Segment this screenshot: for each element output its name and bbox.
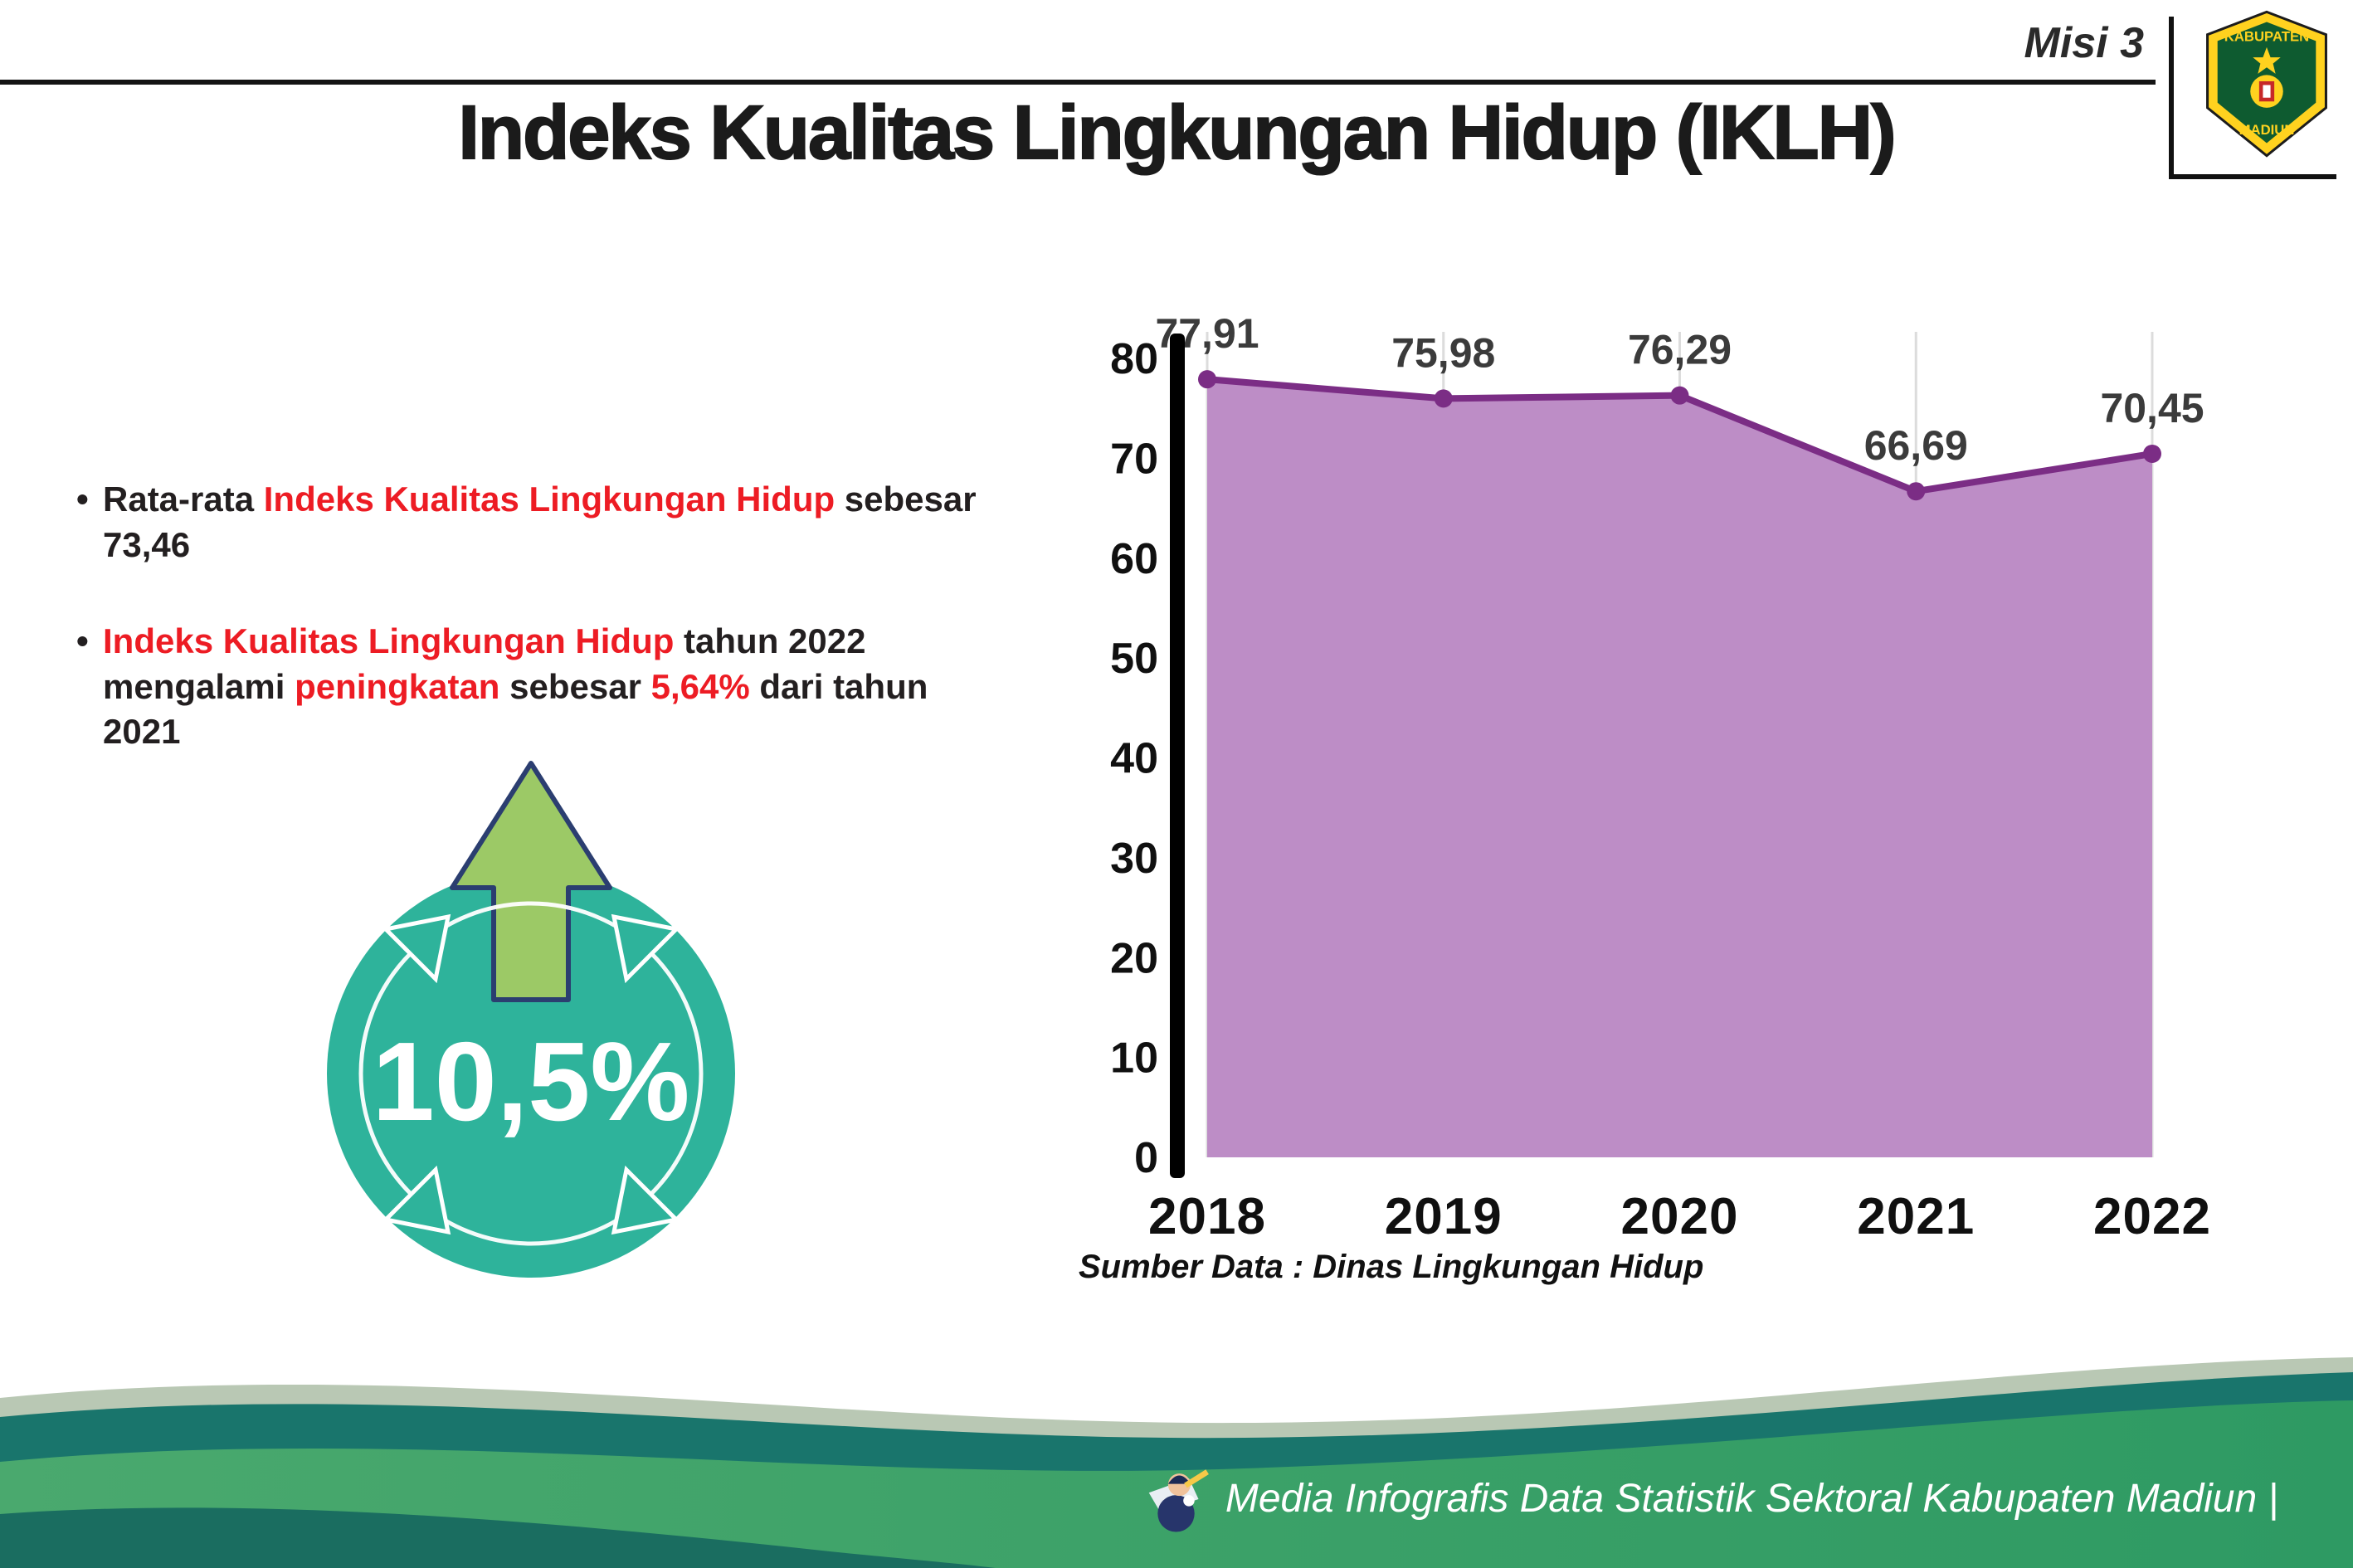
wave-dark-bottom — [0, 1507, 996, 1568]
y-tick-label: 80 — [1110, 335, 1158, 383]
bullet-increase-iklh: • Indeks Kualitas Lingkungan Hidup tahun… — [76, 619, 989, 755]
data-point — [2143, 444, 2161, 463]
x-tick-label: 2019 — [1385, 1188, 1503, 1245]
x-tick-label: 2020 — [1621, 1188, 1739, 1245]
crest-top-label: KABUPATEN — [2224, 28, 2309, 44]
footer-waves — [0, 1357, 2353, 1568]
crest-emblem-white — [2263, 85, 2271, 98]
increase-badge: 10,5% — [327, 761, 735, 1278]
bullet-average-text: Rata-rata Indeks Kualitas Lingkungan Hid… — [103, 477, 982, 567]
summary-bullets: • Rata-rata Indeks Kualitas Lingkungan H… — [76, 477, 989, 755]
mascot-pencil — [1183, 1469, 1209, 1488]
y-tick-label: 30 — [1110, 835, 1158, 883]
ring-triangle-ne-icon — [611, 913, 681, 984]
bullet2-seg4: sebesar — [499, 666, 651, 706]
y-tick-label: 40 — [1110, 735, 1158, 783]
ring-triangle-nw-icon — [381, 913, 451, 984]
bullet-increase-text: Indeks Kualitas Lingkungan Hidup tahun 2… — [103, 619, 982, 755]
bullet1-seg3: sebesar 73,46 — [103, 480, 977, 564]
x-tick-label: 2021 — [1857, 1188, 1975, 1245]
data-point — [1670, 386, 1689, 405]
y-tick-label: 20 — [1110, 934, 1158, 982]
x-tick-label: 2018 — [1148, 1188, 1266, 1245]
y-tick-label: 0 — [1134, 1134, 1158, 1182]
value-label: 76,29 — [1628, 327, 1732, 373]
y-tick-label: 60 — [1110, 535, 1158, 583]
bullet2-seg3-red: peningkatan — [295, 666, 500, 706]
misi-label: Misi 3 — [2024, 19, 2145, 67]
value-label: 75,98 — [1391, 329, 1495, 376]
page-title: Indeks Kualitas Lingkungan Hidup (IKLH) — [457, 90, 1897, 176]
y-tick-label: 50 — [1110, 635, 1158, 683]
bullet-dot: • — [76, 480, 89, 519]
area-fill — [1207, 379, 2152, 1157]
y-tick-label: 10 — [1110, 1035, 1158, 1083]
bullet2-seg1-red: Indeks Kualitas Lingkungan Hidup — [103, 621, 675, 661]
footer-credit-text: Media Infografis Data Statistik Sektoral… — [1225, 1476, 2278, 1521]
data-point — [1434, 389, 1453, 408]
x-tick-label: 2022 — [2093, 1188, 2211, 1245]
bullet1-seg2-red: Indeks Kualitas Lingkungan Hidup — [263, 480, 835, 519]
bullet-average-iklh: • Rata-rata Indeks Kualitas Lingkungan H… — [76, 477, 989, 567]
mascot-hair — [1167, 1475, 1191, 1484]
footer-credit-bar: Media Infografis Data Statistik Sektoral… — [1142, 1462, 2278, 1535]
bullet2-seg2: tahun 2022 mengalami — [103, 621, 866, 706]
bullet2-seg5-red: 5,64% — [650, 666, 750, 706]
crest-bottom-label: MADIUN — [2239, 122, 2295, 138]
data-point — [1907, 482, 1926, 501]
increase-value: 10,5% — [373, 1019, 690, 1144]
ring-triangle-sw-icon — [381, 1165, 451, 1235]
bullet2-seg6: dari tahun 2021 — [103, 666, 928, 752]
up-arrow-icon — [450, 761, 612, 1002]
bullet1-seg1: Rata-rata — [103, 480, 264, 519]
chart-source: Sumber Data : Dinas Lingkungan Hidup — [1079, 1249, 1704, 1285]
logo-frame: KABUPATEN MADIUN — [2169, 10, 2336, 179]
bullet-dot: • — [76, 621, 89, 661]
y-tick-label: 70 — [1110, 435, 1158, 483]
kabupaten-madiun-logo: KABUPATEN MADIUN — [2206, 10, 2327, 158]
mascot-hand — [1183, 1495, 1195, 1507]
value-label: 66,69 — [1864, 422, 1968, 469]
badge-ring — [358, 901, 704, 1246]
y-axis — [1170, 334, 1185, 1178]
value-label: 70,45 — [2100, 385, 2204, 431]
ring-triangle-se-icon — [611, 1165, 681, 1235]
header-divider-line — [0, 80, 2156, 85]
data-point — [1198, 370, 1216, 389]
crest-star-icon — [2253, 46, 2281, 74]
mascot-icon — [1148, 1469, 1209, 1532]
iklh-area-chart: 77,91 75,98 76,2966,6970,45010203040506070… — [1110, 310, 2211, 1245]
